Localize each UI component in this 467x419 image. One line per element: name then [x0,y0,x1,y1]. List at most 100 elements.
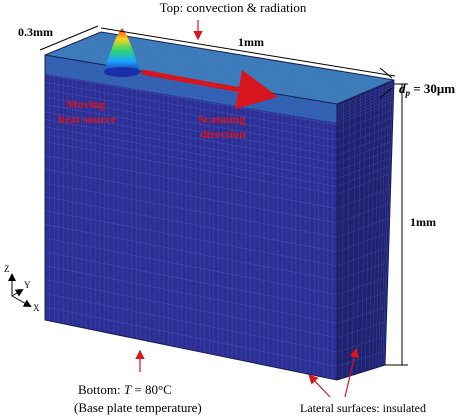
mesh-line [44,104,338,156]
mesh-line [44,60,338,111]
mesh-line [149,49,207,73]
mesh-line [277,70,335,95]
axis-x-label: X [33,303,40,313]
mesh-line [291,72,349,97]
mesh-line [158,50,216,75]
mesh-line [336,82,395,108]
lateral-label: Lateral surfaces: insulated [300,401,426,415]
mesh-line [89,36,383,85]
mesh-line [336,101,394,125]
mesh-line [336,94,394,119]
mesh-line [44,141,338,195]
mesh-line [84,38,377,88]
mesh-line [44,306,338,367]
mesh-line [295,73,353,98]
mesh-line [336,88,394,113]
mesh-line [44,81,338,133]
mesh-line [44,89,338,141]
mesh-line [382,81,392,366]
mesh-line [44,74,338,125]
mesh-line [44,71,338,122]
mesh-line [336,109,394,133]
mesh-line [368,87,376,370]
mesh-line [44,68,338,119]
mesh-line [323,77,381,102]
mesh-line [336,261,389,281]
mesh-line [190,55,248,80]
mesh-line [300,73,358,99]
mesh-line [44,292,338,353]
length-dimension-line [100,27,396,77]
mesh-line [378,83,387,368]
mesh-line [44,96,338,149]
axis-y-label: Y [24,280,31,290]
mesh-line [44,126,338,180]
heat-source-icon [104,28,140,77]
top-label: Top: convection & radiation [160,0,307,15]
mesh-line [49,32,106,56]
mesh-line [44,196,338,252]
mesh-line [327,78,385,103]
mesh-line [44,63,338,113]
mesh-line [44,168,338,224]
mesh-line [309,75,367,100]
mesh-line [44,251,338,310]
mesh-line [336,97,394,122]
mesh-line [336,117,393,141]
mesh-line [268,68,326,93]
mesh-line [145,48,202,73]
mesh-line [336,202,391,224]
mesh-line [336,164,392,187]
mesh-line [56,50,349,100]
mesh-line [336,157,392,180]
width-label: 0.3mm [18,25,53,39]
mesh-line [44,155,338,209]
layer-thickness-label: dp = 30μm [399,81,455,98]
mesh-line [44,182,338,238]
axis-z-label: Z [4,264,10,274]
mesh-line [177,53,234,78]
mesh-line [172,52,230,77]
mesh-line [63,34,120,59]
mesh-line [336,217,390,238]
mesh-line [136,46,193,71]
bottom-note: (Base plate temperature) [74,400,202,415]
scan-direction-label: Scanning direction [198,112,248,141]
mesh-line [44,65,338,116]
mesh-line [50,52,343,102]
mesh-line [365,89,371,372]
mesh-line [332,79,390,104]
mesh-line [54,33,111,57]
mesh-line [44,265,338,324]
axes-icon [8,273,32,307]
mesh-line [336,321,387,339]
mesh-line [58,34,115,58]
mesh-line [286,71,344,96]
mesh-line [380,82,390,367]
height-label: 1mm [410,215,436,229]
mesh-line [372,86,380,369]
mesh-line [336,172,392,195]
mesh-line [200,57,257,82]
mesh-line [336,247,389,267]
lateral-arrow-2 [344,347,360,398]
length-label: 1mm [238,35,264,49]
mesh-line [44,224,338,281]
side-face [337,80,394,380]
heat-source-label: Moving heat source [58,97,117,126]
mesh-line [304,74,363,99]
lateral-arrow-1 [308,374,331,398]
mesh-line [361,91,367,373]
mesh-line [67,35,124,60]
mesh-line [44,279,338,339]
mesh-line [282,70,340,95]
mesh-line [186,55,243,79]
mesh-line [95,34,389,83]
mesh-line [347,98,350,377]
mesh-line [336,85,394,111]
mesh-line [375,84,384,368]
mesh-line [336,187,391,209]
mesh-line [168,52,225,76]
